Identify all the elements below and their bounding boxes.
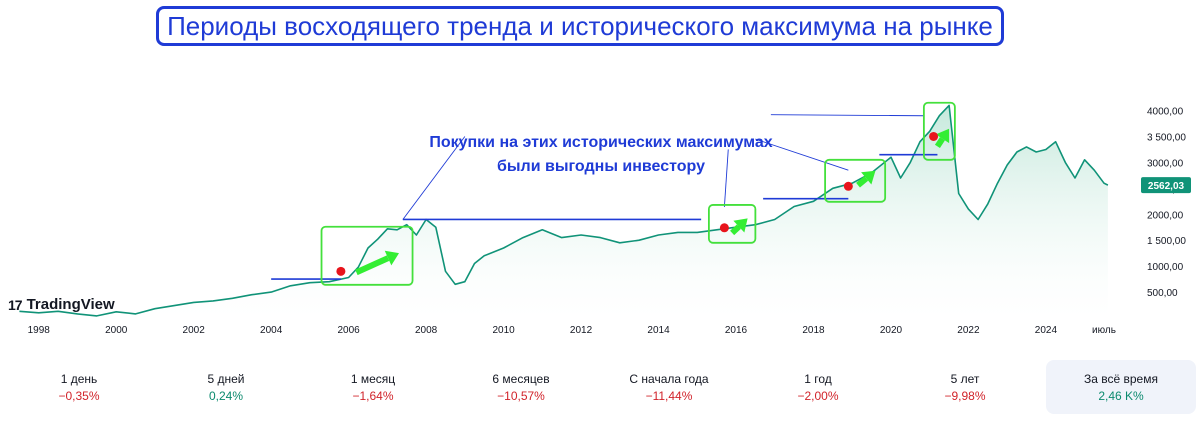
x-tick-label: 2008 [415,325,438,336]
period-1y[interactable]: 1 год −2,00% [743,360,893,414]
x-tick-label: 2012 [570,325,593,336]
callout-line [402,136,466,220]
x-tick-label: июль [1092,325,1116,336]
callout-line [770,114,924,117]
x-tick-label: 2014 [647,325,670,336]
annotation-line-2: были выгодны инвестору [496,158,705,175]
period-6m[interactable]: 6 месяцев −10,57% [446,360,596,414]
x-tick-label: 1998 [28,325,51,336]
period-label: 5 лет [950,372,980,386]
tradingview-logo-icon: 17 [8,296,23,313]
x-tick-label: 2000 [105,325,128,336]
y-tick-label: 1 500,00 [1147,236,1186,247]
buy-point-marker [336,266,346,276]
price-area [19,105,1108,319]
highlight-box [824,158,887,203]
chart-title: Периоды восходящего тренда и историческо… [156,6,1004,46]
x-tick-label: 2002 [183,325,206,336]
buy-point-marker [929,131,939,141]
last-price-badge [1141,177,1191,194]
buy-point-marker [843,181,853,191]
x-tick-label: 2022 [957,325,980,336]
callout-line [755,138,849,171]
y-tick-label: 1000,00 [1147,262,1184,273]
highlight-box [320,225,414,286]
y-tick-label: 500,00 [1147,288,1178,299]
buy-point-marker [719,223,729,233]
period-label: 5 дней [207,372,245,386]
x-tick-label: 2010 [492,325,515,336]
tradingview-logo-text: TradingView [26,296,115,313]
x-tick-label: 2024 [1035,325,1058,336]
period-value: −10,57% [497,389,545,403]
uptrend-arrow-head [384,250,399,266]
y-tick-label: 4000,00 [1147,107,1184,118]
y-tick-label: 2000,00 [1147,210,1184,221]
period-1d[interactable]: 1 день −0,35% [4,360,154,414]
period-5y[interactable]: 5 лет −9,98% [890,360,1040,414]
period-label: За всё время [1084,372,1158,386]
period-value: −9,98% [944,389,986,403]
uptrend-arrow-head [733,218,748,233]
performance-periods: 1 день −0,35% 5 дней 0,24% 1 месяц −1,64… [0,360,1200,414]
period-label: 1 день [60,372,98,386]
period-value: 2,46 K% [1098,389,1144,403]
x-tick-label: 2020 [880,325,903,336]
x-tick-label: 2004 [260,325,283,336]
period-label: 1 год [804,372,832,386]
period-value: −2,00% [797,389,839,403]
period-value: 0,24% [208,389,244,403]
period-value: −11,44% [645,389,693,403]
tradingview-logo[interactable]: 17 TradingView [8,296,115,313]
annotation-text: Покупки на этих исторических максимумах … [396,131,806,179]
annotation-line-1: Покупки на этих исторических максимумах [429,134,773,151]
y-tick-label: 3 500,00 [1147,132,1186,143]
period-value: −0,35% [58,389,100,403]
uptrend-arrow-head [935,128,950,144]
callout-line [723,149,729,208]
x-tick-label: 2006 [338,325,361,336]
y-tick-label: 3000,00 [1147,158,1184,169]
period-label: С начала года [629,372,709,386]
price-line [19,104,1109,317]
last-price-label: 2562,03 [1148,181,1185,192]
uptrend-arrow-shaft [355,255,390,276]
period-value: −1,64% [352,389,394,403]
period-label: 6 месяцев [492,372,550,386]
uptrend-arrow-shaft [730,224,741,236]
uptrend-arrow-shaft [934,137,945,148]
highlight-box [922,101,956,161]
period-all-time[interactable]: За всё время 2,46 K% [1046,360,1196,414]
period-ytd[interactable]: С начала года −11,44% [594,360,744,414]
highlight-box [707,204,757,244]
uptrend-arrow-shaft [856,176,869,188]
uptrend-arrow-head [861,170,876,185]
period-1m[interactable]: 1 месяц −1,64% [298,360,448,414]
x-tick-label: 2016 [725,325,748,336]
period-5d[interactable]: 5 дней 0,24% [151,360,301,414]
x-tick-label: 2018 [802,325,825,336]
period-label: 1 месяц [350,372,396,386]
